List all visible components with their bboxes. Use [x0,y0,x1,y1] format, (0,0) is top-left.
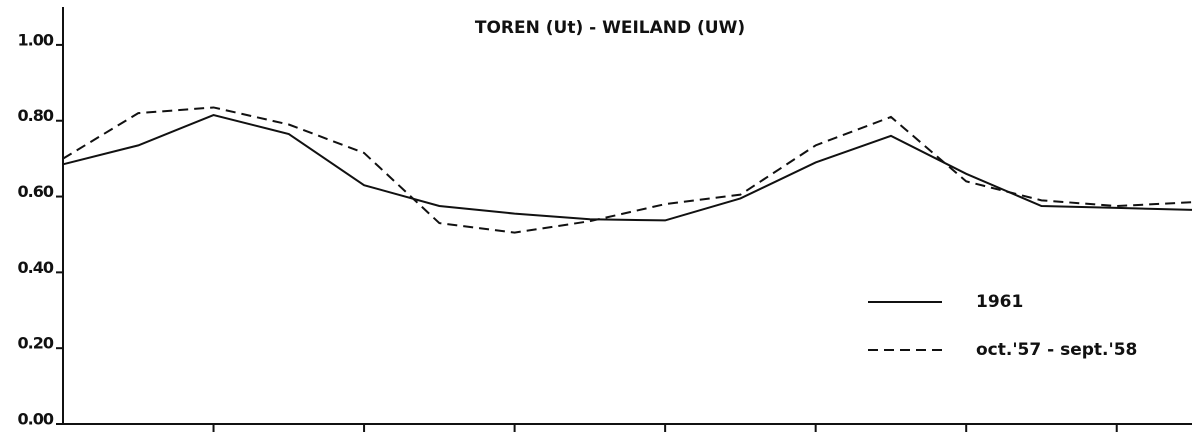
chart-title: TOREN (Ut) - WEILAND (UW) [475,18,745,38]
data-line [62,113,1193,222]
y-tick-label: 1.00 [18,30,54,49]
data-line [62,106,1193,234]
y-tick-label: 0.80 [18,106,54,125]
y-tick-label: 0.40 [18,258,54,277]
legend-label: oct.'57 - sept.'58 [976,340,1137,360]
legend-label: 1961 [976,292,1023,312]
y-tick-label: 0.60 [18,182,54,201]
y-tick-label: 0.00 [18,410,54,429]
y-tick-label: 0.20 [18,334,54,353]
